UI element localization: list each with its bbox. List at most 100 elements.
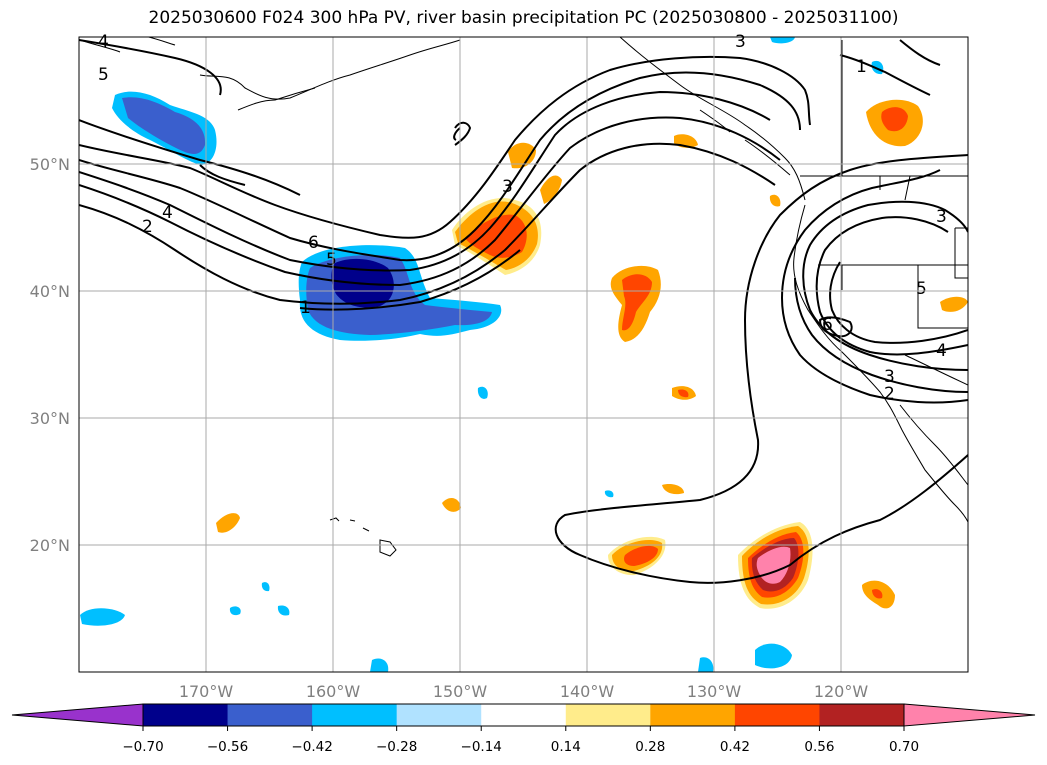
contour-label: 4 <box>98 32 109 52</box>
colorbar-tick-label: 0.14 <box>551 739 581 755</box>
precip-pos-interior-core <box>881 107 908 132</box>
colorbar-tick-label: 0.42 <box>720 739 750 755</box>
precip-neg-speck <box>604 490 614 498</box>
alaska-coast <box>199 39 461 100</box>
pv-trough <box>829 261 968 344</box>
map-title: 2025030600 F024 300 hPa PV, river basin … <box>148 8 899 28</box>
colorbar-extend-high <box>903 703 1036 727</box>
pv-contour <box>79 142 776 305</box>
lat-tick-label: 50°N <box>30 155 70 174</box>
precip-pos-speck <box>508 142 536 169</box>
contour-label: 3 <box>502 177 513 197</box>
contour-label: 5 <box>916 279 927 299</box>
lon-tick-label: 150°W <box>433 682 488 701</box>
precip-pos-speck <box>940 296 968 312</box>
precip-pos-speck <box>662 483 684 495</box>
contour-label: 1 <box>856 57 867 77</box>
hawaii <box>329 517 397 557</box>
precip-pos-speck <box>872 589 883 599</box>
map-frame <box>78 36 969 673</box>
contour-label: 2 <box>142 217 153 237</box>
pv-contour <box>299 249 521 311</box>
alaska-panhandle <box>619 37 806 201</box>
contour-label: 4 <box>936 341 947 361</box>
precip-neg-speck <box>370 658 389 672</box>
contour-labels: 4 5 2 4 6 5 1 3 3 1 3 5 6 4 3 2 <box>98 32 947 404</box>
precip-neg-speck <box>770 37 795 44</box>
colorbar-bin <box>143 704 229 726</box>
border-states <box>818 40 968 329</box>
pv-contours <box>79 39 968 584</box>
precip-pos-speck <box>216 513 240 533</box>
colorbar-tick-label: 0.28 <box>635 739 665 755</box>
colorbar-bin <box>396 704 482 726</box>
colorbar-tick-label: −0.28 <box>376 739 417 755</box>
lon-tick-label: 120°W <box>814 682 869 701</box>
pv-small-loop <box>818 316 853 338</box>
pv-contour <box>79 119 301 196</box>
lon-tick-label: 130°W <box>687 682 742 701</box>
contour-label: 3 <box>735 32 746 52</box>
contour-label: 4 <box>162 203 173 223</box>
colorbar-frame <box>142 703 905 727</box>
colorbar-bin <box>227 704 313 726</box>
precip-neg-speck <box>261 582 270 592</box>
axis-tick-labels: 50°N 40°N 30°N 20°N 170°W 160°W 150°W 140°W 130°… <box>30 155 869 701</box>
precip-neg-speck <box>755 643 792 669</box>
colorbar-bin <box>312 704 398 726</box>
lon-tick-label: 140°W <box>560 682 615 701</box>
colorbar-tick-label: −0.56 <box>207 739 248 755</box>
contour-label: 5 <box>98 65 109 85</box>
precip-neg-aleutian-core <box>122 97 206 154</box>
precip-pos-east-core <box>622 274 652 331</box>
precip-shading <box>80 37 968 672</box>
precip-pos-speck <box>442 497 461 512</box>
pv-loop <box>453 121 472 146</box>
gridlines <box>79 37 968 672</box>
colorbar-bin <box>734 704 820 726</box>
mexico-coast <box>899 404 968 486</box>
pv-trough <box>780 169 968 404</box>
colorbar-tick-label: −0.70 <box>122 739 163 755</box>
pv-contour <box>79 90 771 272</box>
pv-north <box>839 39 941 96</box>
us-west-coast <box>793 204 968 523</box>
contour-label: 6 <box>308 233 319 253</box>
colorbar-bin <box>650 704 736 726</box>
contour-label: 3 <box>936 207 947 227</box>
precip-pos-speck <box>678 389 689 398</box>
colorbar-bin <box>819 704 905 726</box>
contour-label: 1 <box>300 298 311 318</box>
lon-tick-label: 170°W <box>179 682 234 701</box>
precip-pos-speck <box>769 194 781 207</box>
pv-jet-west <box>79 39 222 96</box>
pv-trough <box>815 216 968 356</box>
pv-trough <box>802 200 968 371</box>
contour-label: 3 <box>884 367 895 387</box>
contour-label: 2 <box>884 384 895 404</box>
precip-neg-speck <box>698 657 714 672</box>
pv-trough <box>794 277 968 393</box>
coastlines <box>79 37 968 557</box>
pv-contour <box>79 55 811 239</box>
lat-tick-label: 20°N <box>30 536 70 555</box>
precip-neg-speck <box>229 606 241 616</box>
lat-tick-label: 30°N <box>30 409 70 428</box>
colorbar-bin <box>565 704 651 726</box>
pv-trough-outer <box>554 154 968 584</box>
colorbar: −0.70 −0.56 −0.42 −0.28 −0.14 0.14 0.28 0.42 0.5… <box>11 703 1036 755</box>
contour-label: 5 <box>326 250 337 270</box>
precip-neg-speck <box>477 386 488 399</box>
colorbar-tick-label: 0.56 <box>804 739 834 755</box>
pv-contour <box>199 164 246 186</box>
colorbar-extend-low <box>11 703 144 727</box>
precip-neg-speck <box>80 608 125 626</box>
colorbar-tick-label: −0.14 <box>461 739 502 755</box>
precip-pos-speck <box>540 175 562 204</box>
lat-tick-label: 40°N <box>30 282 70 301</box>
contour-label: 6 <box>822 315 833 335</box>
colorbar-tick-label: −0.42 <box>291 739 332 755</box>
lon-tick-label: 160°W <box>306 682 361 701</box>
pv-contour <box>79 71 801 262</box>
colorbar-tick-label: 0.70 <box>889 739 919 755</box>
